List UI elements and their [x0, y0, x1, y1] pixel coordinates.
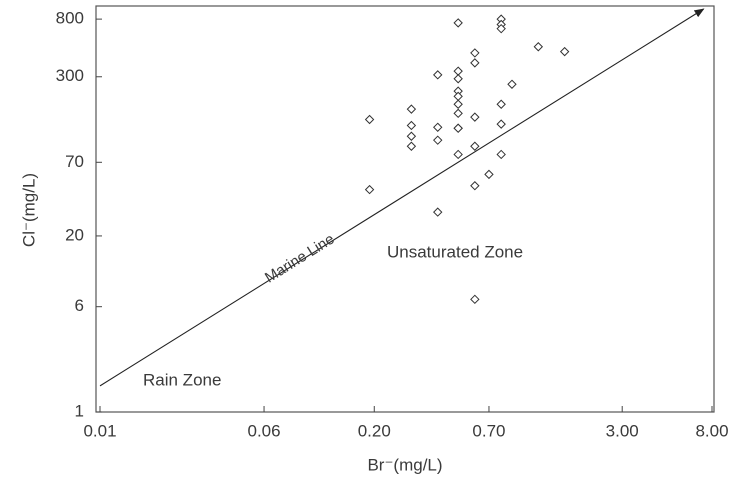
- marine-line-label: Marine Line: [262, 231, 337, 287]
- x-tick-label: 0.70: [472, 421, 505, 440]
- point: [470, 181, 480, 191]
- point: [406, 120, 417, 131]
- x-tick-label: 8.00: [695, 421, 728, 440]
- point: [406, 131, 417, 141]
- plot-frame: [95, 5, 715, 413]
- point: [496, 119, 506, 129]
- x-tick-label: 0.01: [83, 421, 116, 440]
- point: [496, 149, 506, 160]
- x-axis-title: Br⁻(mg/L): [367, 455, 442, 474]
- point: [470, 141, 480, 151]
- point: [453, 99, 463, 109]
- annotation: Rain Zone: [143, 370, 221, 389]
- y-tick-label: 300: [56, 66, 84, 85]
- point: [470, 112, 480, 122]
- point: [470, 58, 480, 68]
- point: [559, 46, 570, 57]
- point: [453, 66, 463, 76]
- point: [433, 122, 443, 132]
- point: [470, 294, 480, 305]
- y-tick-label: 1: [75, 401, 84, 420]
- x-tick-label: 0.20: [358, 421, 391, 440]
- point: [453, 18, 463, 28]
- point: [470, 48, 480, 58]
- point: [453, 149, 463, 160]
- point: [406, 104, 417, 114]
- point: [453, 91, 463, 102]
- point: [453, 74, 463, 84]
- point: [507, 79, 517, 89]
- point: [453, 123, 463, 133]
- point: [364, 114, 375, 125]
- point: [433, 135, 443, 145]
- marine-line: [99, 8, 705, 387]
- x-tick-label: 3.00: [606, 421, 639, 440]
- x-tick-label: 0.06: [247, 421, 280, 440]
- y-axis-title: Cl⁻(mg/L): [19, 173, 38, 247]
- point: [533, 42, 544, 52]
- y-tick-label: 20: [65, 225, 84, 244]
- point: [433, 207, 443, 217]
- annotation: Unsaturated Zone: [387, 242, 523, 261]
- point: [484, 169, 494, 180]
- point: [496, 23, 506, 34]
- point: [496, 99, 506, 109]
- point: [453, 108, 463, 119]
- y-tick-label: 800: [56, 9, 84, 28]
- y-tick-label: 70: [65, 152, 84, 171]
- point: [406, 141, 417, 151]
- point: [364, 184, 375, 195]
- point: [433, 70, 443, 80]
- y-tick-label: 6: [75, 296, 84, 315]
